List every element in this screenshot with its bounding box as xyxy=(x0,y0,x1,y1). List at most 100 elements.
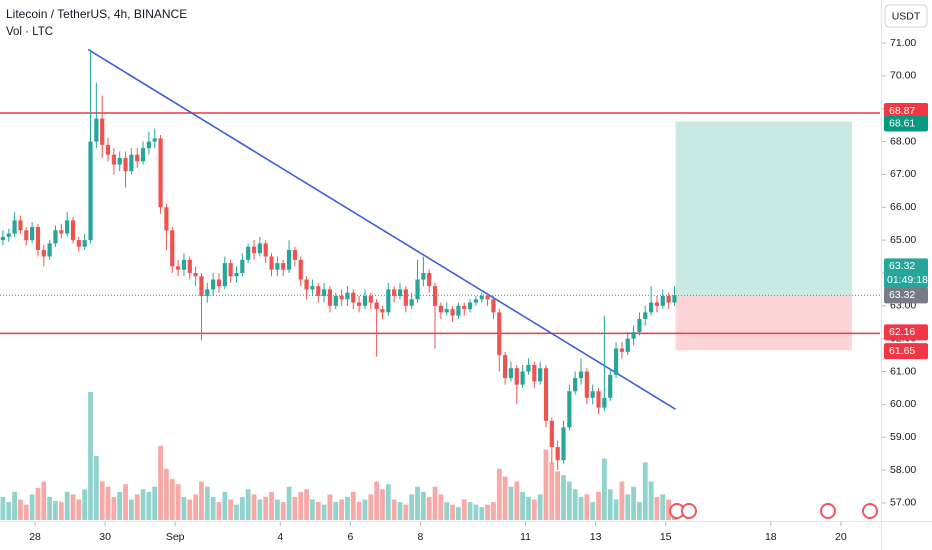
volume-bar xyxy=(286,486,292,520)
level-price-tag-bg xyxy=(884,324,928,341)
volume-bar xyxy=(222,491,228,520)
candle-body xyxy=(619,348,624,352)
candle-body xyxy=(129,154,134,172)
volume-bar xyxy=(380,489,385,520)
x-tick-label: 18 xyxy=(765,531,777,543)
volume-bar xyxy=(619,481,625,520)
event-icon[interactable] xyxy=(862,503,878,519)
volume-bar xyxy=(117,491,123,520)
volume-bar xyxy=(82,489,88,520)
candle-body xyxy=(357,302,362,306)
volume-bar xyxy=(566,481,572,520)
candle-body xyxy=(24,230,29,241)
target-price-tag: 68.61 xyxy=(889,117,915,129)
candle-body xyxy=(444,309,449,313)
candle-body xyxy=(176,266,181,270)
candle-body xyxy=(368,295,373,303)
candle-body xyxy=(345,292,350,300)
volume-bar xyxy=(613,499,619,520)
stop-price-tag: 61.65 xyxy=(889,345,915,357)
volume-bar xyxy=(660,494,666,520)
candle-body xyxy=(386,289,391,313)
y-tick-label: 67.00 xyxy=(890,168,916,180)
candle-body xyxy=(316,286,321,296)
position-profit-zone xyxy=(675,121,852,296)
chart-subtitle: Vol · LTC xyxy=(6,26,53,38)
volume-bar xyxy=(590,502,596,520)
candle-body xyxy=(491,299,496,313)
volume-bar xyxy=(128,499,134,520)
candle-body xyxy=(193,272,198,277)
candle-body xyxy=(0,236,6,241)
volume-bar xyxy=(327,494,333,520)
volume-bar xyxy=(292,496,298,520)
candle-body xyxy=(6,233,11,237)
volume-bar xyxy=(64,491,70,520)
candle-body xyxy=(65,220,70,234)
volume-bar xyxy=(53,500,58,520)
candle-body xyxy=(117,158,122,165)
event-icon[interactable] xyxy=(820,503,836,519)
volume-bar xyxy=(146,491,152,520)
volume-bar xyxy=(368,494,374,520)
candle-body xyxy=(181,259,187,270)
candle-body xyxy=(520,371,525,385)
x-tick-label: 30 xyxy=(99,531,111,543)
volume-bar xyxy=(164,468,169,520)
volume-bar xyxy=(76,499,82,520)
plot-area xyxy=(0,48,880,520)
candle-body xyxy=(263,243,268,257)
candle-body xyxy=(47,243,52,257)
volume-bar xyxy=(204,486,210,520)
volume-bar xyxy=(397,502,403,520)
volume-bar xyxy=(496,468,502,520)
candle-body xyxy=(187,259,192,273)
volume-bar xyxy=(152,486,158,520)
event-icon[interactable] xyxy=(681,503,697,519)
volume-bar xyxy=(356,502,362,520)
candle-body xyxy=(12,220,17,234)
volume-bar xyxy=(298,491,304,520)
candle-body xyxy=(35,226,41,250)
candle-body xyxy=(82,240,87,247)
y-tick-label: 60.00 xyxy=(890,398,916,410)
currency-button[interactable] xyxy=(884,4,928,28)
candle-body xyxy=(286,249,292,270)
candle-body xyxy=(100,118,105,145)
candle-body xyxy=(526,364,531,372)
currency-label[interactable]: USDT xyxy=(892,10,921,22)
x-tick-label: 6 xyxy=(347,531,353,543)
candle-body xyxy=(216,279,222,287)
candle-body xyxy=(234,272,239,277)
candle-body xyxy=(625,338,630,352)
volume-bar xyxy=(41,481,47,520)
candle-body xyxy=(362,295,368,306)
candle-body xyxy=(567,391,572,428)
candle-body xyxy=(643,312,648,319)
last-price-tag-bg xyxy=(884,258,928,289)
candle-body xyxy=(508,368,514,379)
candle-body xyxy=(421,272,426,280)
volume-bar xyxy=(479,507,485,520)
trendline xyxy=(87,48,677,410)
chart-title: Litecoin / TetherUS, 4h, BINANCE xyxy=(6,7,187,21)
target-price-tag-bg xyxy=(884,115,928,132)
candle-body xyxy=(397,289,403,296)
candle-body xyxy=(602,397,607,408)
candle-body xyxy=(53,230,58,244)
candle-body xyxy=(631,332,636,339)
volume-bar xyxy=(193,494,199,520)
volume-bar xyxy=(450,504,455,520)
volume-bar xyxy=(263,496,269,520)
volume-bar xyxy=(304,489,309,520)
volume-bar xyxy=(461,499,467,520)
volume-bar xyxy=(385,484,391,520)
candle-body xyxy=(298,259,303,280)
volume-bar xyxy=(584,494,590,520)
candle-body xyxy=(462,305,467,310)
candle-body xyxy=(123,158,128,172)
volume-bar xyxy=(531,499,537,520)
candle-body xyxy=(573,378,578,392)
volume-bar xyxy=(391,499,397,520)
volume-bar xyxy=(420,491,426,520)
